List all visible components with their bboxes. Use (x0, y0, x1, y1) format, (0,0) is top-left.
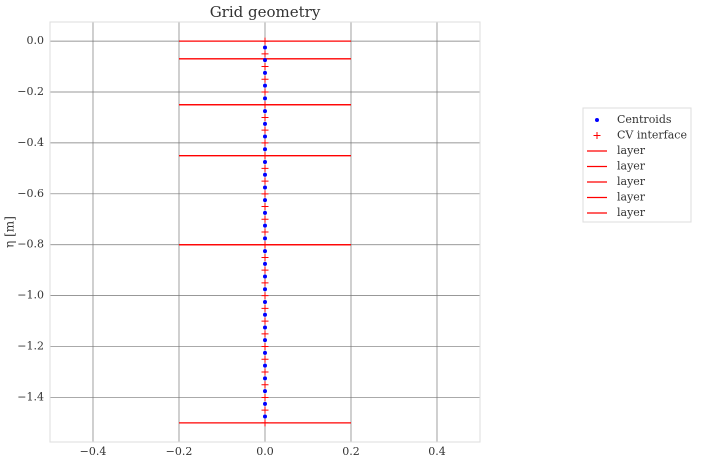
centroid-point (263, 389, 267, 394)
legend-label: layer (617, 206, 646, 219)
y-tick-label: −1.0 (17, 289, 44, 302)
legend-label: layer (617, 144, 646, 157)
interface-point (261, 126, 269, 134)
x-tick-label: 0.2 (342, 445, 360, 458)
centroid-point (263, 325, 267, 330)
centroid-point (263, 147, 267, 152)
interface-point (261, 266, 269, 274)
legend-label: layer (617, 191, 646, 204)
centroid-point (263, 350, 267, 355)
interface-point (261, 304, 269, 312)
y-tick-label: −1.4 (17, 390, 44, 403)
centroid-point (263, 261, 267, 266)
interface-point (261, 113, 269, 121)
interface-point (261, 177, 269, 185)
interface-point (261, 381, 269, 389)
centroid-point (263, 134, 267, 139)
centroid-point (263, 274, 267, 279)
interface-point (261, 330, 269, 338)
plot-frame (49, 21, 481, 443)
interface-point (261, 317, 269, 325)
interface-point (261, 37, 269, 45)
interface-point (261, 152, 269, 160)
centroid-point (263, 198, 267, 203)
interface-point (261, 215, 269, 223)
legend-label: Centroids (617, 113, 672, 126)
centroid-point (263, 45, 267, 50)
interface-point (261, 50, 269, 58)
interface-point (261, 203, 269, 211)
centroid-point (263, 363, 267, 368)
centroid-point (263, 96, 267, 101)
centroid-point (263, 338, 267, 343)
interface-point (261, 164, 269, 172)
interface-point (261, 279, 269, 287)
x-tick-label: −0.2 (166, 445, 193, 458)
interface-point (261, 406, 269, 414)
y-tick-label: −0.8 (17, 238, 44, 251)
centroid-point (263, 287, 267, 292)
chart-title: Grid geometry (210, 3, 321, 21)
y-tick-label: −1.2 (17, 340, 44, 353)
centroid-point (263, 121, 267, 126)
x-tick-label: −0.4 (80, 445, 107, 458)
interface-point (261, 139, 269, 147)
y-tick-label: 0.0 (27, 34, 45, 47)
interface-point (261, 253, 269, 261)
interface-point (261, 419, 269, 427)
x-tick-label: 0.0 (256, 445, 274, 458)
centroid-point (263, 376, 267, 381)
centroid-point (263, 210, 267, 215)
legend-label: layer (617, 175, 646, 188)
interface-point (261, 101, 269, 109)
legend-swatch (595, 118, 599, 122)
centroid-point (263, 185, 267, 190)
centroid-point (263, 312, 267, 317)
centroid-point (263, 172, 267, 177)
interface-point (261, 368, 269, 376)
centroid-point (263, 83, 267, 88)
x-tick-label: 0.4 (428, 445, 446, 458)
interface-point (261, 88, 269, 96)
legend-swatch (593, 132, 601, 139)
interface-point (261, 63, 269, 71)
centroid-point (263, 300, 267, 304)
interface-point (261, 75, 269, 83)
legend-label: CV interface (617, 129, 687, 142)
centroid-point (263, 223, 267, 228)
interface-point (261, 190, 269, 198)
legend-box (582, 107, 692, 223)
interface-point (261, 343, 269, 351)
y-tick-label: −0.2 (17, 85, 44, 98)
centroid-point (263, 160, 267, 164)
centroid-point (263, 70, 267, 75)
centroid-point (263, 236, 267, 241)
legend-label: layer (617, 160, 646, 173)
y-tick-label: −0.4 (17, 136, 44, 149)
interface-point (261, 393, 269, 401)
y-tick-label: −0.6 (17, 187, 44, 200)
y-axis-label: η [m] (3, 216, 17, 248)
interface-point (261, 292, 269, 300)
centroid-point (263, 249, 267, 254)
centroid-point (263, 58, 267, 63)
centroid-point (263, 414, 267, 419)
centroid-point (263, 109, 267, 114)
interface-point (261, 228, 269, 236)
interface-point (261, 241, 269, 249)
interface-point (261, 355, 269, 363)
centroid-point (263, 401, 267, 406)
